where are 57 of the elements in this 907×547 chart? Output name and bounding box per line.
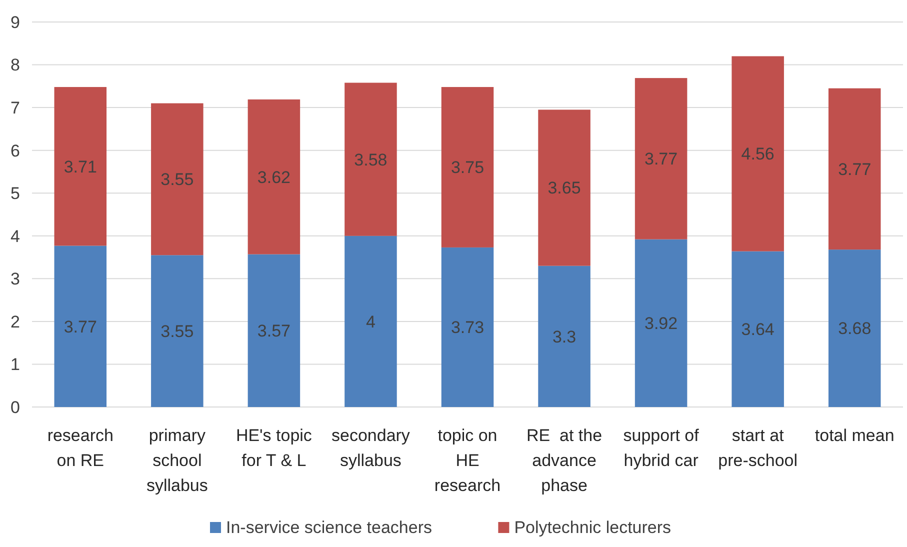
bar <box>441 247 494 407</box>
x-tick-label: support of hybrid car <box>623 426 700 470</box>
data-label: 3.3 <box>552 327 576 346</box>
y-tick-label: 2 <box>10 312 20 332</box>
bar <box>54 246 107 407</box>
y-tick-label: 9 <box>10 12 20 32</box>
bar <box>634 78 688 240</box>
data-label: 3.75 <box>450 158 484 178</box>
data-label: 3.57 <box>257 322 290 341</box>
bar <box>344 236 397 407</box>
y-tick-label: 4 <box>10 226 20 246</box>
bar <box>732 251 784 407</box>
bar <box>828 250 881 407</box>
y-tick-label: 5 <box>10 184 20 204</box>
data-label: 3.65 <box>548 178 581 198</box>
bar <box>828 88 881 250</box>
x-tick-label: total mean <box>814 426 894 445</box>
bar <box>151 255 204 407</box>
bar <box>441 87 494 248</box>
data-label: 3.77 <box>644 150 678 169</box>
data-label: 3.55 <box>160 322 194 342</box>
bar <box>344 82 397 236</box>
x-tick-label: HE's topic for T & L <box>236 426 312 470</box>
data-label: 3.92 <box>644 314 678 334</box>
data-label: 4.56 <box>741 144 774 164</box>
y-tick-label: 1 <box>10 355 20 374</box>
bar <box>732 56 784 252</box>
data-label: 4 <box>366 312 376 332</box>
legend-label: In-service science teachers <box>226 518 432 537</box>
data-label: 3.68 <box>838 319 872 338</box>
y-tick-label: 3 <box>10 270 20 289</box>
x-tick-label: topic on HE research <box>434 426 501 495</box>
y-tick-label: 8 <box>10 56 20 75</box>
x-tick-label: secondary syllabus <box>332 426 410 470</box>
y-tick-label: 7 <box>10 98 20 118</box>
bar <box>54 87 107 246</box>
data-label: 3.73 <box>450 318 484 338</box>
bar <box>248 99 300 254</box>
x-tick-label: research on RE <box>47 426 114 470</box>
x-tick-label: RE at the advance phase <box>526 426 602 495</box>
data-label: 3.77 <box>64 317 97 336</box>
data-label: 3.71 <box>64 157 97 176</box>
legend-label: Polytechnic lecturers <box>514 518 672 537</box>
y-tick-label: 0 <box>10 398 20 417</box>
y-tick-label: 6 <box>10 141 20 160</box>
bar <box>538 110 590 266</box>
data-label: 3.58 <box>354 150 388 170</box>
data-label: 3.77 <box>838 160 872 179</box>
data-label: 3.55 <box>160 170 194 190</box>
bar <box>538 266 590 407</box>
x-tick-label: primary school syllabus <box>146 426 208 495</box>
bar <box>248 254 300 407</box>
data-label: 3.64 <box>741 320 774 340</box>
bar <box>151 103 204 256</box>
x-tick-label: start at pre-school <box>718 426 798 470</box>
data-label: 3.62 <box>257 168 290 187</box>
bar <box>634 239 688 407</box>
